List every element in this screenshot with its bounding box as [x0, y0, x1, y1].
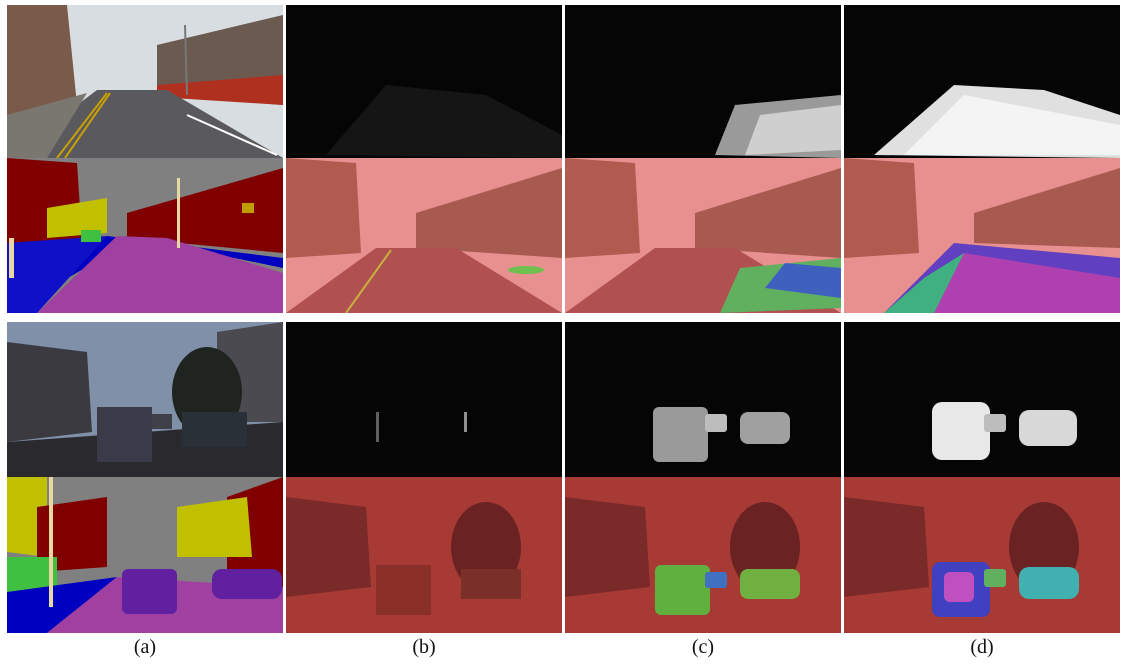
response-map-2d: [844, 322, 1120, 477]
caption-d: (d): [970, 636, 994, 658]
caption-b: (b): [412, 636, 436, 658]
overlay-map-2b: [286, 477, 562, 633]
overlay-map-1b: [286, 158, 562, 313]
response-map-1b: [286, 5, 562, 158]
response-map-2c: [565, 322, 841, 477]
segmentation-map-1: [7, 158, 283, 313]
street-photo-1: [7, 5, 283, 158]
segmentation-map-2: [7, 477, 283, 633]
overlay-map-2c: [565, 477, 841, 633]
overlay-map-2d: [844, 477, 1120, 633]
overlay-map-1c: [565, 158, 841, 313]
response-map-1c: [565, 5, 841, 158]
caption-c: (c): [691, 636, 715, 658]
caption-a: (a): [133, 636, 157, 658]
response-map-2b: [286, 322, 562, 477]
response-map-1d: [844, 5, 1120, 158]
street-photo-2: [7, 322, 283, 477]
overlay-map-1d: [844, 158, 1120, 313]
